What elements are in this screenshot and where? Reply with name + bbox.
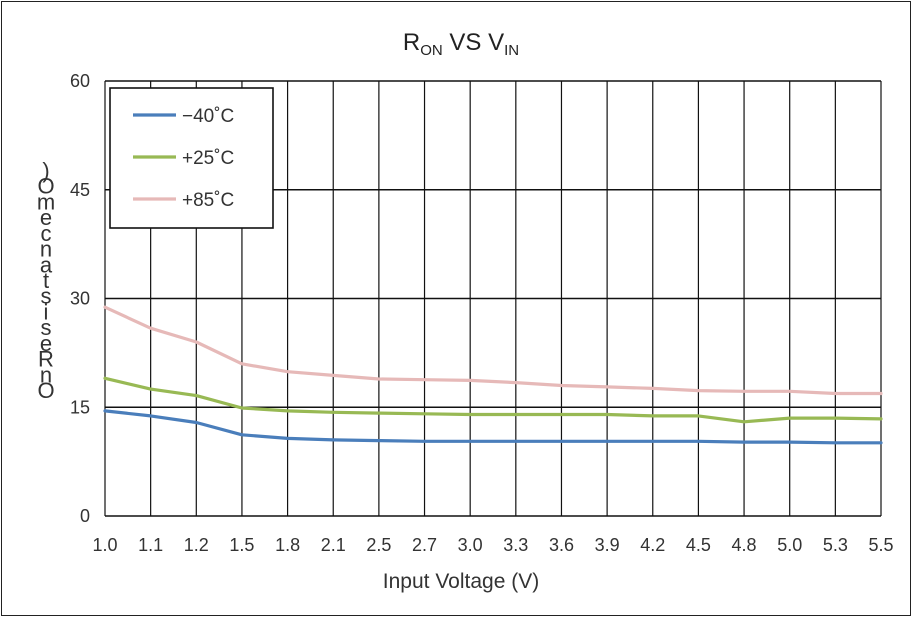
x-tick-label: 5.5 (868, 535, 893, 555)
grid-lines (104, 80, 882, 517)
y-tick-label: 0 (80, 506, 90, 526)
x-tick-label: 3.9 (595, 535, 620, 555)
y-axis-label-glyph: R (38, 347, 54, 372)
x-tick-label: 2.1 (321, 535, 346, 555)
legend: −40˚C +25˚C +85˚C (109, 87, 274, 229)
y-axis-label-glyph: n (40, 362, 52, 387)
y-axis-label-glyph: t (43, 268, 49, 293)
y-axis-label-glyph: i (44, 299, 49, 324)
legend-label: −40˚C (182, 106, 234, 127)
title-main: R (403, 29, 420, 56)
title-middle: VS V (443, 29, 504, 56)
x-tick-label: 1.8 (275, 535, 300, 555)
y-tick-label: 30 (70, 289, 90, 309)
x-tick-label: 1.2 (184, 535, 209, 555)
y-axis-label-glyph: e (40, 331, 52, 356)
y-axis-label-glyph: n (40, 237, 52, 262)
legend-box (109, 87, 274, 229)
y-axis-label-glyph: c (41, 221, 52, 246)
y-axis-label-glyph: O (37, 378, 54, 403)
x-tick-label: 5.0 (777, 535, 802, 555)
y-axis-label-glyph: m (37, 189, 55, 214)
y-axis-label-glyph: ) (42, 158, 49, 183)
y-tick-label: 45 (70, 180, 90, 200)
x-tick-label: 4.5 (686, 535, 711, 555)
legend-label: +85˚C (182, 190, 234, 211)
series-line-1 (103, 376, 883, 424)
x-tick-label: 1.5 (229, 535, 254, 555)
x-tick-label: 1.0 (92, 535, 117, 555)
y-tick-label: 60 (70, 71, 90, 91)
y-axis-label-glyph: e (40, 205, 52, 230)
x-tick-label: 5.3 (823, 535, 848, 555)
title-main-sub: ON (420, 42, 443, 59)
x-tick-label: 3.0 (458, 535, 483, 555)
x-tick-label: 3.6 (549, 535, 574, 555)
title-middle-sub: IN (504, 42, 519, 59)
y-axis-label-glyph: s (41, 284, 52, 309)
x-tick-label: 4.8 (732, 535, 757, 555)
y-axis-label-glyph: a (40, 252, 53, 277)
x-tick-label: 2.7 (412, 535, 437, 555)
series-lines (103, 305, 883, 445)
chart-title: RON VS VIN (403, 29, 519, 59)
x-axis-label: Input Voltage (V) (383, 570, 539, 593)
y-axis-label-glyph: s (41, 315, 52, 340)
y-tick-label: 15 (70, 397, 90, 417)
x-tick-label: 1.1 (138, 535, 163, 555)
x-tick-label: 2.5 (366, 535, 391, 555)
y-axis-label-glyph: O (37, 174, 54, 199)
series-line-0 (103, 409, 883, 445)
x-tick-label: 3.3 (503, 535, 528, 555)
x-tick-labels: 1.0 1.1 1.2 1.5 1.8 2.1 2.5 2.7 3.0 3.3 3.6 3.9 4.2 4… (92, 535, 893, 555)
legend-label: +25˚C (182, 148, 234, 169)
y-tick-labels: 0 15 30 45 60 (70, 71, 90, 526)
x-tick-label: 4.2 (640, 535, 665, 555)
series-line-2 (103, 305, 883, 396)
